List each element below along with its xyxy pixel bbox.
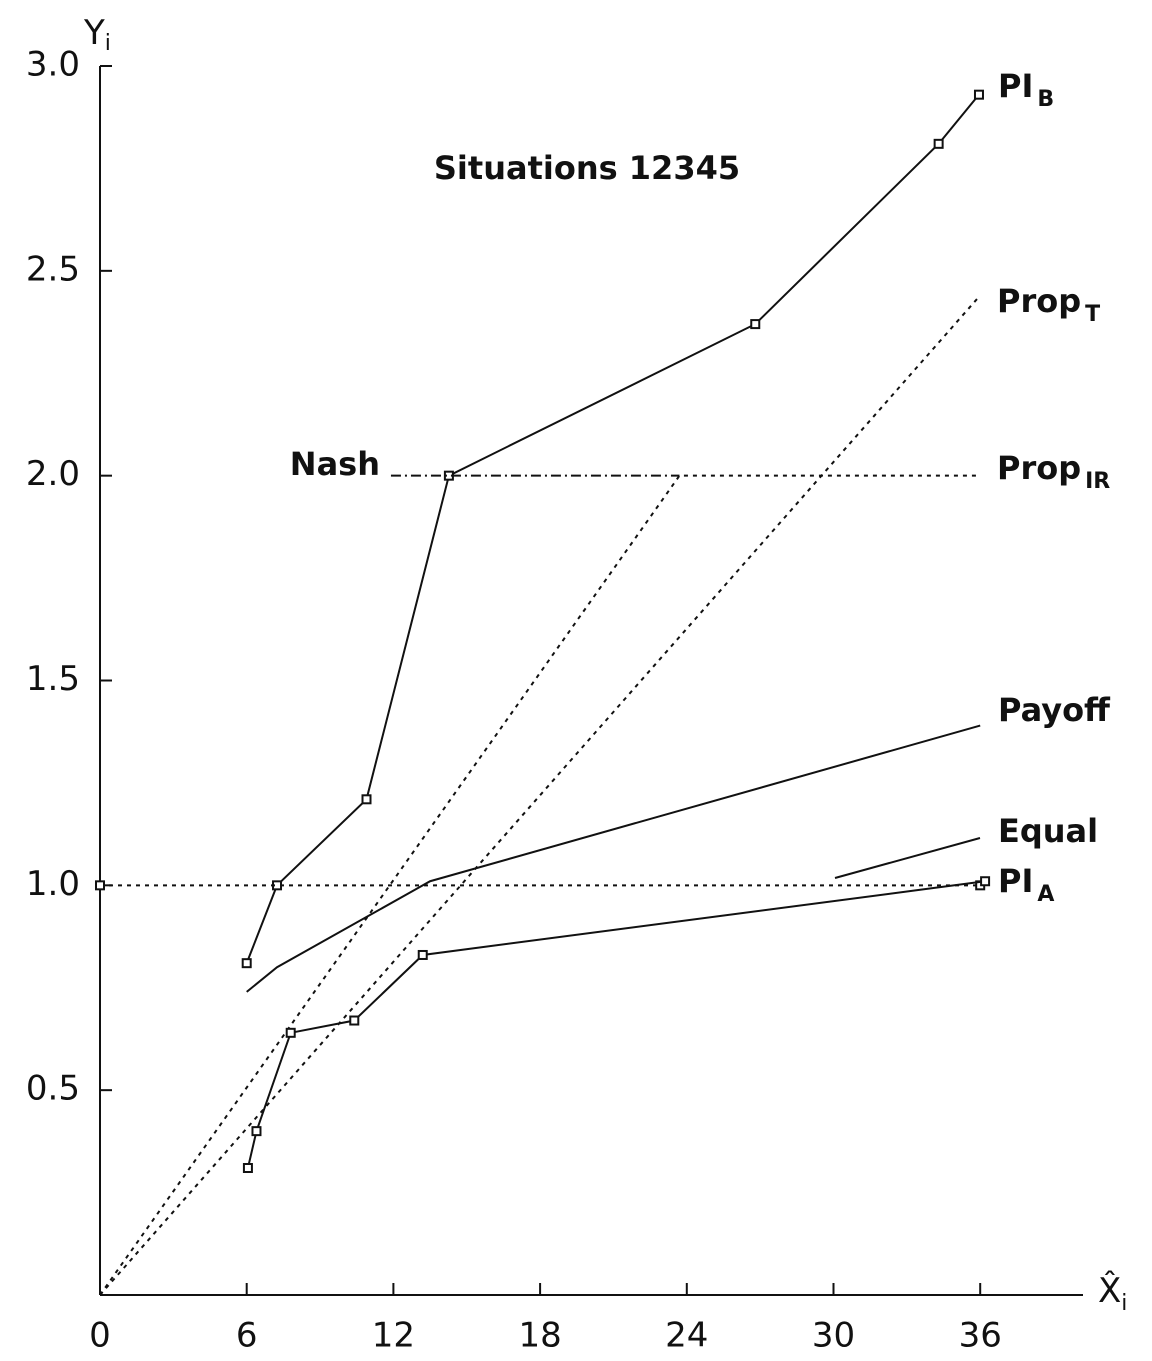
- series-label-sub: T: [1085, 302, 1100, 327]
- y-axis-label-main: Y: [83, 13, 105, 53]
- point-marker: [251, 1126, 262, 1137]
- y-tick-label: 0.5: [26, 1069, 80, 1109]
- series-label-name: Nash: [290, 445, 380, 483]
- y-tick-label: 1.5: [26, 659, 80, 699]
- point-marker: [933, 138, 944, 149]
- series-label-name: Payoff: [998, 691, 1111, 729]
- x-tick-label: 12: [372, 1316, 415, 1356]
- series-line: [246, 724, 981, 993]
- x-tick-label: 30: [812, 1316, 855, 1356]
- point-marker: [95, 880, 105, 891]
- chart-title: Situations 12345: [434, 149, 740, 187]
- x-tick-label: 24: [665, 1316, 708, 1356]
- series-line: [246, 880, 986, 1169]
- point-marker: [973, 89, 984, 100]
- series-label-name: PI: [998, 862, 1033, 900]
- point-marker: [285, 1027, 296, 1038]
- y-tick-label: 3.0: [26, 45, 80, 85]
- series-label-sub: IR: [1085, 469, 1110, 494]
- series-label: Nash: [290, 445, 380, 483]
- series-line: [99, 474, 981, 1296]
- series-label-name: Equal: [998, 812, 1098, 850]
- series-label-name: PI: [998, 67, 1033, 105]
- series-label: PI B: [998, 67, 1054, 112]
- series-label: PI A: [998, 862, 1054, 907]
- series-line: [99, 294, 981, 1296]
- series-label: Prop IR: [997, 449, 1110, 494]
- x-axis-label-sub: i: [1121, 1291, 1127, 1316]
- series-label: Equal: [998, 812, 1098, 850]
- point-marker: [980, 876, 991, 887]
- x-axis-label: X̂i: [1098, 1269, 1127, 1316]
- equal-leader: [834, 837, 981, 879]
- x-tick-label: 6: [236, 1316, 258, 1356]
- point-marker: [417, 949, 428, 960]
- series-label-name: Prop: [997, 282, 1081, 320]
- x-tick-label: 0: [89, 1316, 111, 1356]
- point-marker: [242, 1163, 253, 1174]
- x-tick-label: 36: [959, 1316, 1002, 1356]
- x-axis-label-main: X̂: [1098, 1269, 1121, 1310]
- point-marker: [750, 319, 761, 330]
- point-marker: [361, 794, 372, 805]
- series-label-name: Prop: [997, 449, 1081, 487]
- y-tick-label: 1.0: [26, 864, 80, 904]
- y-axis-label-sub: i: [105, 31, 111, 56]
- series-label: Prop T: [997, 282, 1100, 327]
- point-marker: [241, 958, 252, 969]
- series-label-sub: B: [1037, 87, 1054, 112]
- y-tick-label: 2.0: [26, 454, 80, 494]
- x-tick-label: 18: [518, 1316, 561, 1356]
- series-line: [245, 94, 980, 964]
- point-marker: [349, 1015, 360, 1026]
- y-axis-label: Yi: [83, 13, 111, 57]
- series-label: Payoff: [998, 691, 1111, 729]
- y-tick-label: 2.5: [26, 249, 80, 289]
- series-label-sub: A: [1037, 882, 1054, 907]
